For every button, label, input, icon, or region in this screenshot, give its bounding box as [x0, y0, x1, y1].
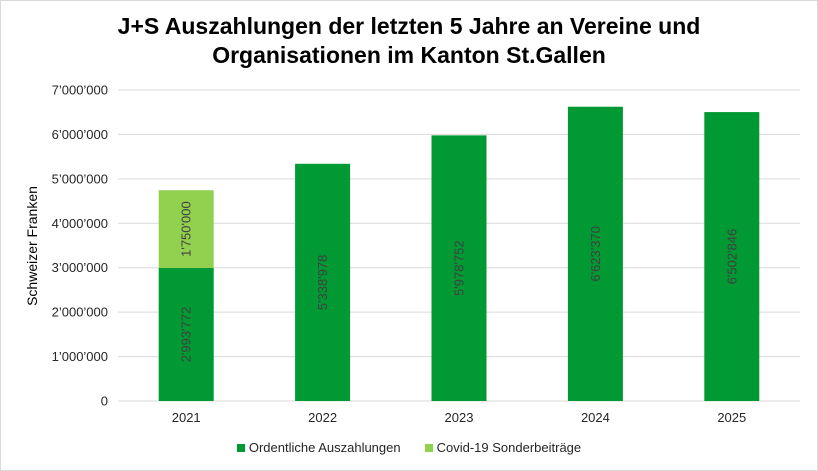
- bar-2022-ordentliche: [295, 163, 351, 401]
- x-tick-label: 2021: [172, 410, 201, 425]
- data-labels: 2'993'772 1'750'000 5'338'978 5'978'752 6'62…: [179, 201, 740, 362]
- y-tick-label: 0: [101, 394, 108, 409]
- y-tick-label: 2’000’000: [52, 305, 108, 320]
- legend: Ordentliche Auszahlungen Covid-19 Sonder…: [0, 440, 818, 455]
- legend-label-ordentliche: Ordentliche Auszahlungen: [248, 440, 401, 455]
- legend-label-covid: Covid-19 Sonderbeiträge: [436, 440, 582, 455]
- data-label-2024-ordentliche: 6'623'370: [588, 226, 603, 282]
- bar-2021-ordentliche: [158, 267, 214, 401]
- bars: [158, 106, 760, 402]
- data-label-2023-ordentliche: 5'978'752: [452, 240, 467, 296]
- chart-title: J+S Auszahlungen der letzten 5 Jahre an …: [0, 12, 818, 70]
- data-label-2021-covid: 1'750'000: [179, 201, 194, 257]
- data-label-2022-ordentliche: 5'338'978: [315, 255, 330, 311]
- x-tick-label: 2023: [445, 410, 474, 425]
- y-tick-label: 5’000’000: [52, 171, 108, 186]
- bar-2024-ordentliche: [567, 106, 623, 402]
- bar-2025-ordentliche: [704, 112, 760, 402]
- data-label-2025-ordentliche: 6'502'846: [724, 229, 739, 285]
- bar-2021-covid: [158, 190, 214, 268]
- chart-title-line-2: Organisationen im Kanton St.Gallen: [212, 42, 606, 68]
- x-axis-ticks: 2021 2022 2023 2024 2025: [172, 410, 747, 425]
- legend-swatch-covid: [424, 443, 433, 452]
- legend-swatch-ordentliche: [236, 443, 245, 452]
- y-axis-label: Schweizer Franken: [24, 186, 40, 306]
- bar-2023-ordentliche: [431, 135, 487, 401]
- chart-title-line-1: J+S Auszahlungen der letzten 5 Jahre an …: [117, 13, 701, 39]
- x-tick-label: 2025: [717, 410, 746, 425]
- data-label-2021-ordentliche: 2'993'772: [179, 307, 194, 363]
- legend-item-ordentliche: Ordentliche Auszahlungen: [236, 440, 401, 455]
- y-tick-label: 4’000’000: [52, 216, 108, 231]
- y-tick-label: 1’000’000: [52, 349, 108, 364]
- y-tick-label: 7’000’000: [52, 83, 108, 98]
- y-tick-label: 3’000’000: [52, 260, 108, 275]
- x-tick-label: 2022: [308, 410, 337, 425]
- legend-item-covid: Covid-19 Sonderbeiträge: [424, 440, 582, 455]
- x-tick-label: 2024: [581, 410, 610, 425]
- y-axis-ticks: 0 1’000’000 2’000’000 3’000’000 4’000’000 5’0…: [52, 83, 108, 409]
- y-tick-label: 6’000’000: [52, 127, 108, 142]
